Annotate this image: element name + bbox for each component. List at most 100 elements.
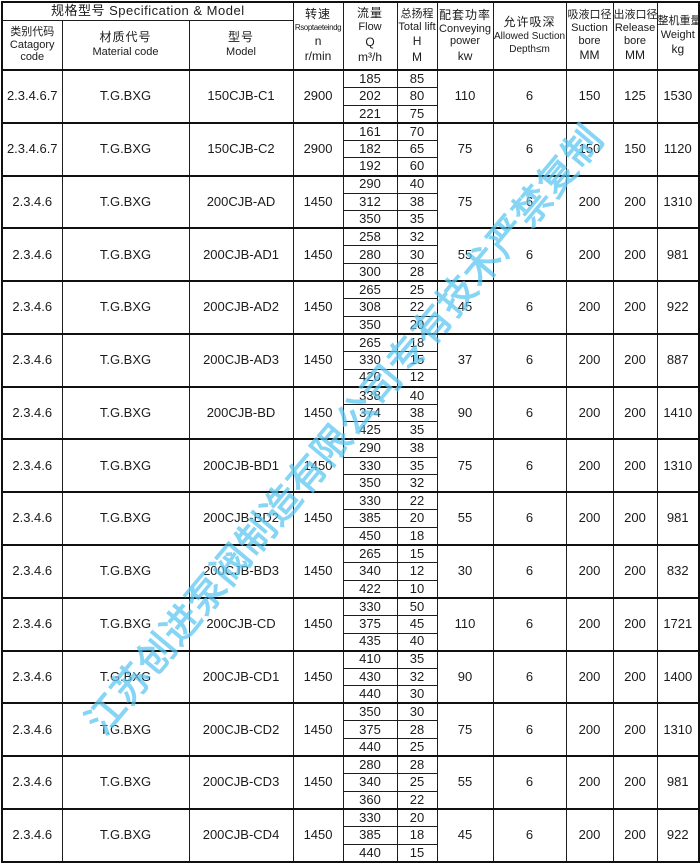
flow-cell: 330 bbox=[342, 351, 398, 370]
lift-cell: 65 bbox=[396, 139, 438, 159]
speed-cell: 1450 bbox=[292, 596, 344, 652]
flow-cell: 221 bbox=[342, 104, 398, 124]
flow-column-header: 流量 Flow Q m³/h bbox=[342, 1, 398, 71]
lift-cell: 15 bbox=[396, 544, 438, 564]
lift-cell: 32 bbox=[396, 474, 438, 493]
model-cell: 200CJB-BD bbox=[188, 385, 294, 440]
weight-header-en: Weight bbox=[660, 28, 695, 41]
table-row: 2.3.4.6 T.G.BXG 200CJB-AD2 1450 265 25 4… bbox=[1, 280, 700, 335]
model-cell: 200CJB-CD2 bbox=[188, 702, 294, 757]
power-cell: 55 bbox=[436, 755, 494, 810]
lift-cell: 38 bbox=[396, 438, 438, 458]
category-code-cell: 2.3.4.6 bbox=[1, 227, 63, 282]
table-row: 2.3.4.6 T.G.BXG 200CJB-AD3 1450 265 18 3… bbox=[1, 332, 700, 388]
material-code-cell: T.G.BXG bbox=[61, 491, 190, 546]
flow-cell: 440 bbox=[342, 685, 398, 704]
speed-cell: 1450 bbox=[292, 227, 344, 282]
model-cell: 200CJB-AD3 bbox=[188, 332, 294, 388]
flow-cell: 340 bbox=[342, 562, 398, 581]
power-cell: 110 bbox=[436, 69, 494, 124]
lift-header-symbol: H bbox=[412, 34, 422, 49]
material-header-zh: 材质代号 bbox=[99, 30, 152, 45]
lift-cell: 45 bbox=[396, 614, 438, 634]
material-code-cell: T.G.BXG bbox=[61, 227, 190, 282]
suction-bore-cell: 200 bbox=[565, 702, 614, 757]
category-code-cell: 2.3.4.6 bbox=[1, 280, 63, 335]
speed-column-header: 转速 Rsoptaeteindg n r/min bbox=[292, 1, 344, 71]
table-subrow: 308 22 bbox=[2, 298, 699, 317]
speed-cell: 1450 bbox=[292, 807, 344, 863]
lift-cell: 35 bbox=[396, 210, 438, 229]
flow-cell: 375 bbox=[342, 720, 398, 740]
speed-cell: 1450 bbox=[292, 174, 344, 229]
flow-cell: 350 bbox=[342, 702, 398, 722]
lift-cell: 18 bbox=[396, 526, 438, 546]
material-code-column-header: 材质代号 Material code bbox=[61, 19, 190, 71]
flow-cell: 374 bbox=[342, 403, 398, 423]
category-code-cell: 2.3.4.6 bbox=[1, 332, 63, 388]
lift-cell: 50 bbox=[396, 596, 438, 616]
suction-bore-cell: 200 bbox=[565, 807, 614, 863]
flow-cell: 265 bbox=[342, 280, 398, 300]
lift-cell: 32 bbox=[396, 227, 438, 247]
lift-cell: 40 bbox=[396, 174, 438, 194]
category-code-cell: 2.3.4.6 bbox=[1, 649, 63, 704]
model-cell: 200CJB-CD bbox=[188, 596, 294, 652]
material-code-cell: T.G.BXG bbox=[61, 649, 190, 704]
weight-cell: 1310 bbox=[656, 702, 700, 757]
table-row: 2.3.4.6 T.G.BXG 200CJB-CD 1450 330 50 11… bbox=[1, 596, 700, 652]
flow-cell: 161 bbox=[342, 121, 398, 141]
release-bore-cell: 200 bbox=[612, 755, 658, 810]
flow-cell: 290 bbox=[342, 438, 398, 458]
release-bore-header-zh: 出液口径 bbox=[613, 9, 658, 22]
suction-depth-header-unit: Depth≤m bbox=[509, 43, 550, 55]
category-code-cell: 2.3.4.6 bbox=[1, 755, 63, 810]
suction-depth-cell: 6 bbox=[492, 438, 567, 493]
category-code-cell: 2.3.4.6 bbox=[1, 702, 63, 757]
model-cell: 200CJB-AD2 bbox=[188, 280, 294, 335]
suction-bore-cell: 200 bbox=[565, 544, 614, 599]
release-bore-header-en: Release bore bbox=[614, 22, 656, 47]
lift-cell: 20 bbox=[396, 315, 438, 335]
power-cell: 55 bbox=[436, 227, 494, 282]
suction-bore-header-unit: MM bbox=[579, 48, 600, 63]
flow-cell: 265 bbox=[342, 544, 398, 564]
model-cell: 200CJB-BD2 bbox=[188, 491, 294, 546]
release-bore-cell: 125 bbox=[612, 69, 658, 124]
power-cell: 75 bbox=[436, 174, 494, 229]
suction-depth-column-header: 允许吸深 Allowed Suction Depth≤m bbox=[492, 1, 567, 71]
category-code-cell: 2.3.4.6 bbox=[1, 807, 63, 863]
category-code-cell: 2.3.4.6 bbox=[1, 174, 63, 229]
lift-cell: 38 bbox=[396, 192, 438, 212]
table-subrow: 340 12 bbox=[2, 562, 699, 581]
category-code-cell: 2.3.4.6 bbox=[1, 491, 63, 546]
category-header-en: Catagory code bbox=[9, 38, 55, 64]
lift-cell: 32 bbox=[396, 667, 438, 687]
category-code-cell: 2.3.4.6 bbox=[1, 385, 63, 440]
suction-depth-cell: 6 bbox=[492, 69, 567, 124]
flow-cell: 330 bbox=[342, 456, 398, 476]
power-cell: 75 bbox=[436, 121, 494, 177]
material-code-cell: T.G.BXG bbox=[61, 385, 190, 440]
lift-cell: 15 bbox=[396, 351, 438, 370]
release-bore-cell: 200 bbox=[612, 438, 658, 493]
lift-header-unit: M bbox=[412, 49, 423, 64]
flow-cell: 185 bbox=[342, 69, 398, 89]
power-cell: 110 bbox=[436, 596, 494, 652]
lift-cell: 40 bbox=[396, 385, 438, 405]
release-bore-cell: 200 bbox=[612, 174, 658, 229]
lift-cell: 28 bbox=[396, 263, 438, 282]
flow-cell: 410 bbox=[342, 649, 398, 669]
weight-cell: 887 bbox=[656, 332, 700, 388]
suction-depth-cell: 6 bbox=[492, 385, 567, 440]
lift-column-header: 总扬程 Total lift H M bbox=[396, 1, 438, 71]
table-subrow: 450 18 bbox=[2, 526, 699, 546]
table-subrow: 385 20 bbox=[2, 509, 699, 528]
weight-cell: 981 bbox=[656, 227, 700, 282]
category-code-cell: 2.3.4.6 bbox=[1, 544, 63, 599]
flow-cell: 280 bbox=[342, 245, 398, 265]
suction-bore-cell: 200 bbox=[565, 755, 614, 810]
power-cell: 75 bbox=[436, 438, 494, 493]
release-bore-cell: 200 bbox=[612, 227, 658, 282]
suction-depth-cell: 6 bbox=[492, 596, 567, 652]
